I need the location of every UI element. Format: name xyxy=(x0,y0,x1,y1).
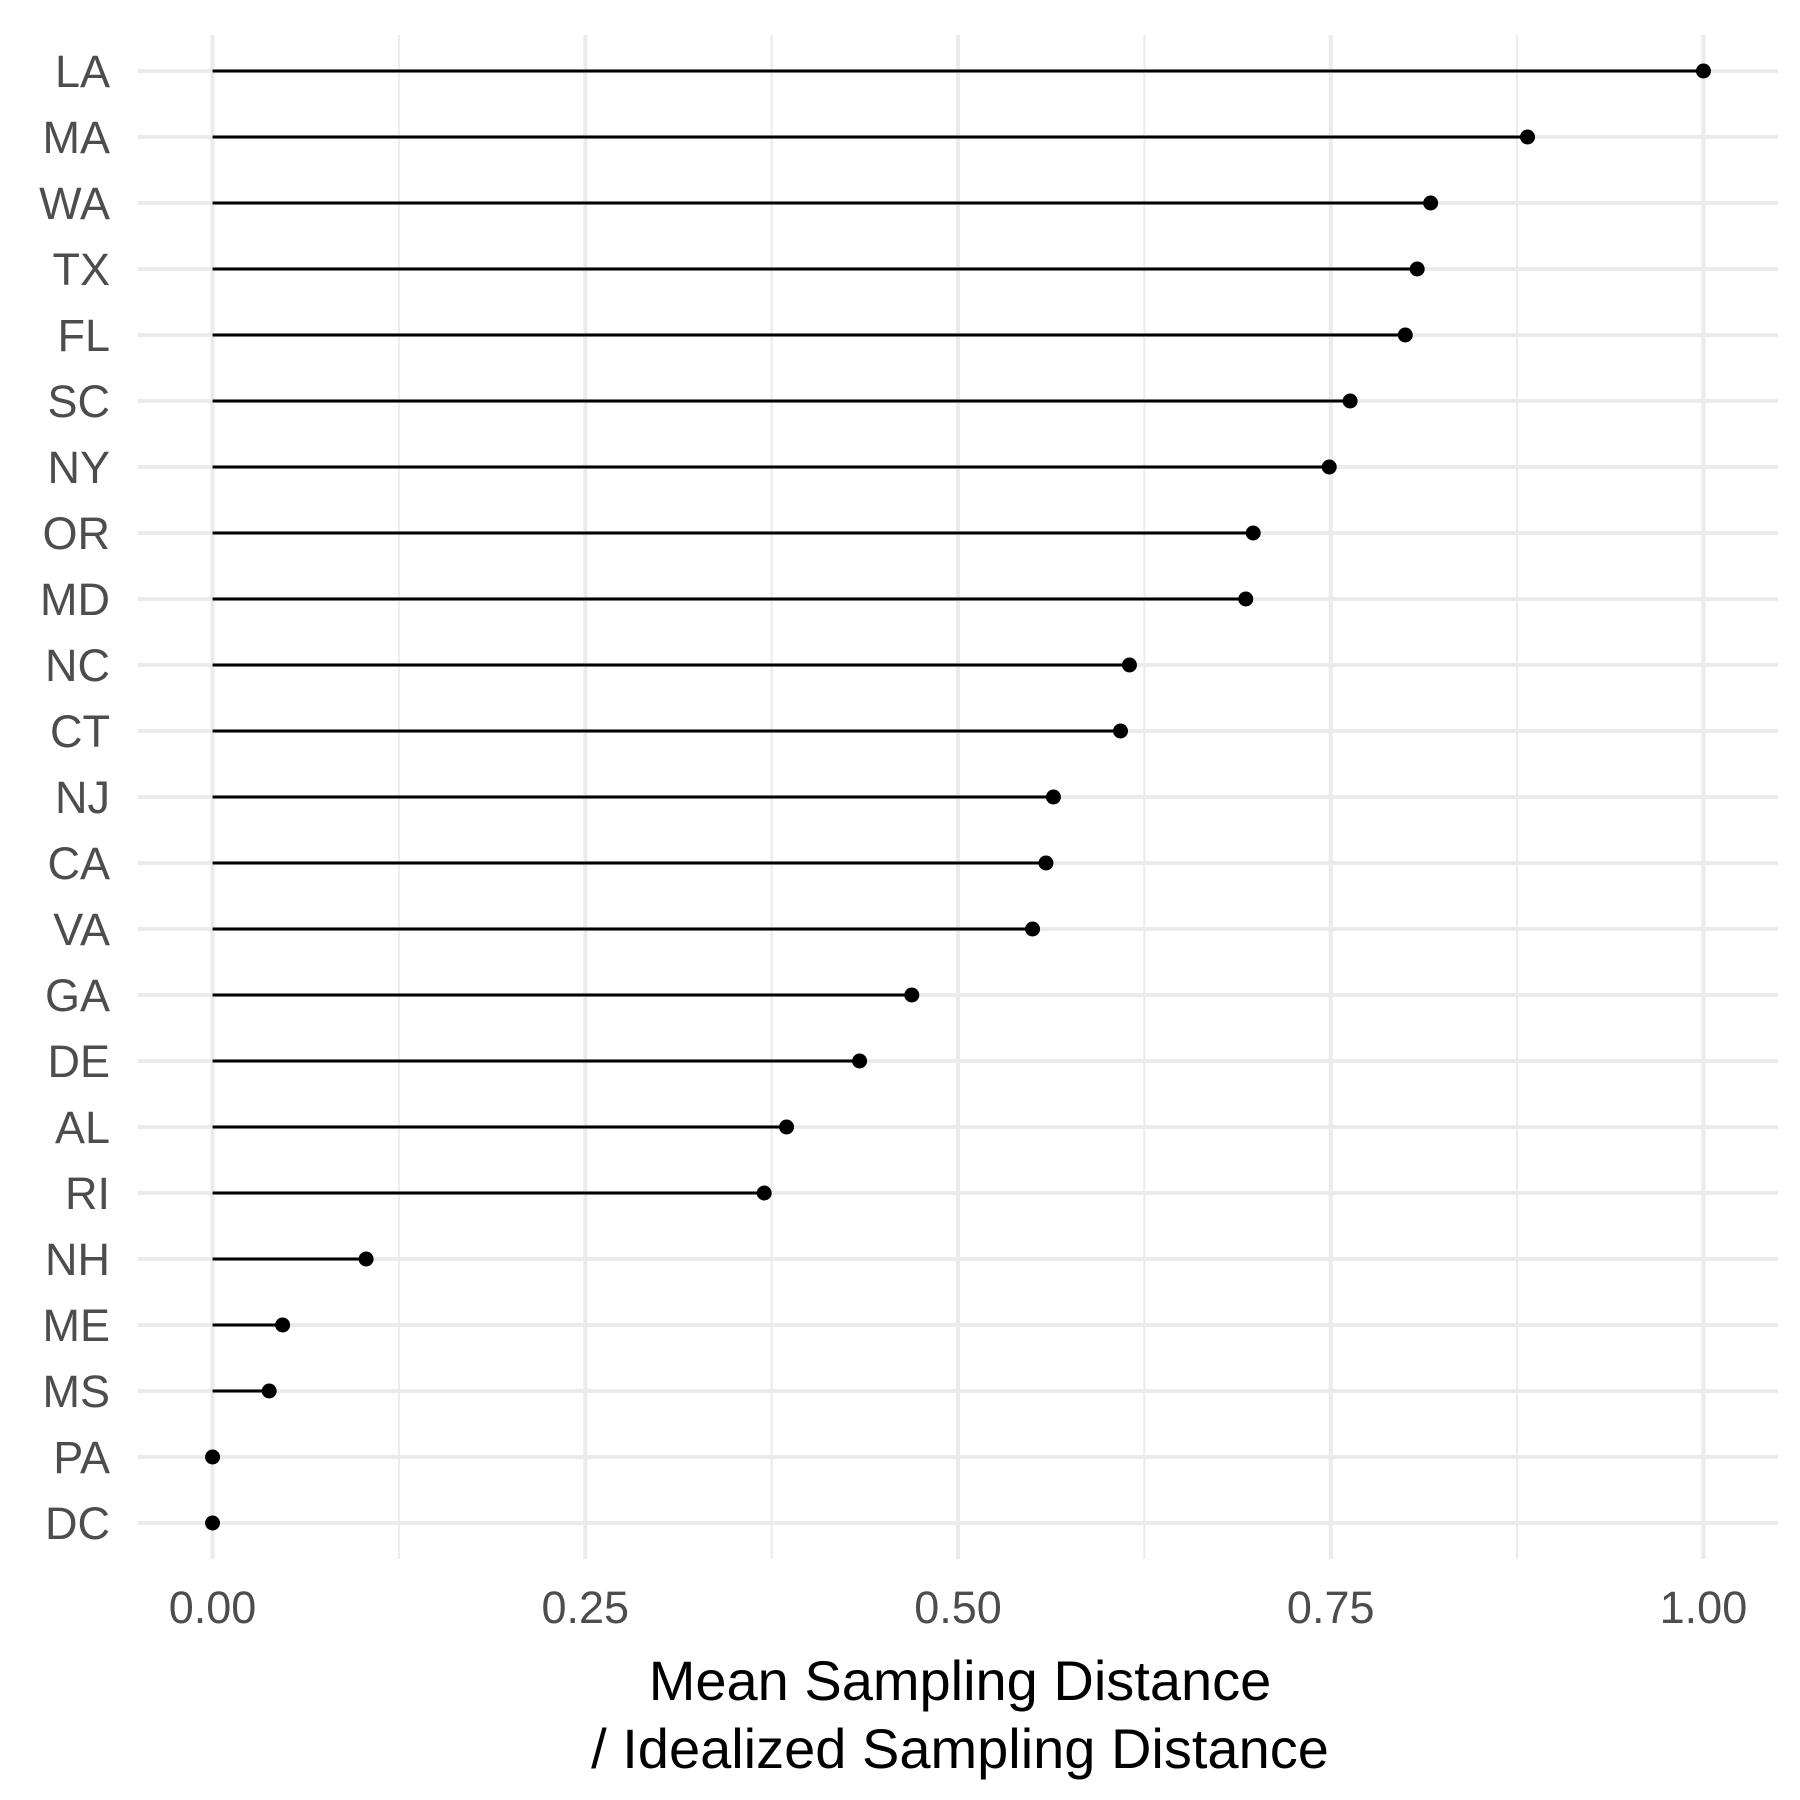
x-tick-label: 0.50 xyxy=(914,1582,1002,1633)
x-axis-title-line-2: / Idealized Sampling Distance xyxy=(591,1717,1329,1780)
y-tick-label: DE xyxy=(47,1036,110,1087)
y-tick-label: TX xyxy=(52,244,110,295)
x-tick-label: 0.75 xyxy=(1287,1582,1375,1633)
lollipop-point xyxy=(1038,855,1054,871)
lollipop-point xyxy=(1423,195,1439,211)
y-tick-label: RI xyxy=(65,1168,110,1219)
lollipop-point xyxy=(1025,921,1041,937)
lollipop-point xyxy=(1121,657,1137,673)
lollipop-point xyxy=(1321,459,1337,475)
y-tick-label: LA xyxy=(55,46,110,97)
x-axis-title-line-1: Mean Sampling Distance xyxy=(649,1649,1272,1712)
y-tick-label: PA xyxy=(53,1432,110,1483)
y-tick-label: CT xyxy=(50,706,110,757)
lollipop-point xyxy=(205,1515,221,1531)
lollipop-point xyxy=(358,1251,374,1267)
lollipop-point xyxy=(756,1185,772,1201)
lollipop-point xyxy=(1045,789,1061,805)
y-tick-label: VA xyxy=(53,904,110,955)
y-tick-label: CA xyxy=(47,838,110,889)
x-tick-label: 1.00 xyxy=(1660,1582,1748,1633)
y-tick-label: DC xyxy=(45,1498,110,1549)
lollipop-point xyxy=(904,987,920,1003)
lollipop-point xyxy=(1695,63,1711,79)
y-tick-label: MD xyxy=(40,574,110,625)
x-tick-label: 0.25 xyxy=(541,1582,629,1633)
point-layer xyxy=(205,63,1711,1531)
y-tick-label: NJ xyxy=(55,772,110,823)
lollipop-point xyxy=(275,1317,291,1333)
lollipop-point xyxy=(1342,393,1358,409)
y-tick-label: NC xyxy=(45,640,110,691)
lollipop-point xyxy=(1113,723,1129,739)
x-tick-labels: 0.00 0.25 0.50 0.75 1.00 xyxy=(169,1582,1748,1633)
stem-layer xyxy=(212,69,1704,1393)
y-tick-label: SC xyxy=(47,376,110,427)
y-tick-label: FL xyxy=(57,310,110,361)
y-tick-label: MS xyxy=(43,1366,111,1417)
lollipop-point xyxy=(1409,261,1425,277)
y-tick-label: MA xyxy=(43,112,111,163)
y-tick-label: NH xyxy=(45,1234,110,1285)
lollipop-point xyxy=(261,1383,277,1399)
y-tick-label: GA xyxy=(45,970,110,1021)
y-tick-label: ME xyxy=(43,1300,111,1351)
lollipop-point xyxy=(1245,525,1261,541)
lollipop-point xyxy=(205,1449,221,1465)
y-tick-labels: LA MA WA TX FL SC NY OR MD NC CT NJ CA VA GA DE AL RI NH ME… xyxy=(39,46,110,1549)
y-tick-label: AL xyxy=(55,1102,110,1153)
y-tick-label: WA xyxy=(39,178,110,229)
lollipop-point xyxy=(1397,327,1413,343)
x-tick-label: 0.00 xyxy=(169,1582,257,1633)
lollipop-point xyxy=(779,1119,795,1135)
lollipop-point xyxy=(1520,129,1536,145)
x-axis-title: Mean Sampling Distance / Idealized Sampl… xyxy=(591,1649,1329,1780)
y-tick-label: NY xyxy=(47,442,110,493)
lollipop-point xyxy=(1238,591,1254,607)
y-tick-label: OR xyxy=(43,508,111,559)
lollipop-point xyxy=(852,1053,868,1069)
